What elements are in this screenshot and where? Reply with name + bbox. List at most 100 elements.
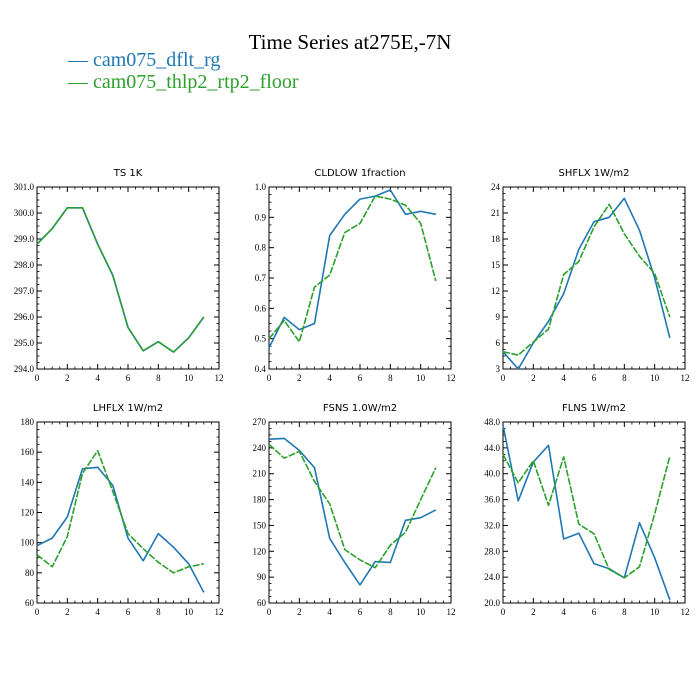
x-tick-label: 8 xyxy=(622,373,627,383)
y-tick-label: 0.4 xyxy=(255,364,267,374)
x-tick-label: 8 xyxy=(622,607,627,617)
x-tick-label: 2 xyxy=(65,373,70,383)
plot-frame xyxy=(36,186,220,370)
x-tick-label: 0 xyxy=(35,373,40,383)
legend-swatch: — xyxy=(68,71,93,93)
x-tick-label: 8 xyxy=(156,607,161,617)
y-tick-label: 300.0 xyxy=(14,208,35,218)
y-tick-label: 12 xyxy=(491,286,500,296)
y-tick-label: 180 xyxy=(253,495,267,505)
x-tick-label: 8 xyxy=(156,373,161,383)
chart-title: SHFLX 1W/m2 xyxy=(559,168,630,179)
y-tick-label: 24 xyxy=(491,182,501,192)
x-tick-label: 2 xyxy=(65,607,70,617)
y-tick-label: 100 xyxy=(21,538,35,548)
x-tick-label: 12 xyxy=(215,607,224,617)
y-tick-label: 210 xyxy=(253,469,267,479)
y-tick-label: 0.9 xyxy=(255,212,267,222)
chart-panel-3: LHFLX 1W/m2 0 2 4 6 8 10 12 60 80 100 120 140 160 180 xyxy=(21,403,224,617)
y-tick-label: 240 xyxy=(253,443,267,453)
plot-frame xyxy=(502,421,686,604)
legend-swatch: — xyxy=(68,49,93,71)
y-tick-label: 3 xyxy=(496,364,501,374)
y-tick-label: 297.0 xyxy=(14,286,35,296)
legend-entry-0: — cam075_dflt_rg xyxy=(68,49,220,72)
series-line-0 xyxy=(268,189,436,349)
y-tick-label: 21 xyxy=(491,208,500,218)
x-tick-label: 6 xyxy=(126,607,131,617)
x-tick-label: 2 xyxy=(531,373,536,383)
x-tick-label: 0 xyxy=(501,373,506,383)
x-tick-label: 0 xyxy=(267,607,272,617)
y-tick-label: 28.0 xyxy=(484,546,500,556)
plot-frame xyxy=(36,421,220,604)
x-tick-label: 2 xyxy=(297,607,302,617)
y-tick-label: 150 xyxy=(253,520,267,530)
x-tick-label: 10 xyxy=(184,373,194,383)
x-tick-label: 0 xyxy=(267,373,272,383)
y-tick-label: 60 xyxy=(25,598,35,608)
x-tick-label: 4 xyxy=(327,607,332,617)
y-tick-label: 15 xyxy=(491,260,501,270)
y-tick-label: 20.0 xyxy=(484,598,500,608)
x-tick-label: 12 xyxy=(447,607,456,617)
x-tick-label: 4 xyxy=(327,373,332,383)
y-tick-label: 80 xyxy=(25,568,35,578)
x-tick-label: 6 xyxy=(592,607,597,617)
y-tick-label: 24.0 xyxy=(484,572,500,582)
legend-label-1: cam075_thlp2_rtp2_floor xyxy=(93,71,299,93)
y-tick-label: 44.0 xyxy=(484,443,500,453)
plot-frame xyxy=(268,186,452,370)
y-tick-label: 90 xyxy=(257,572,267,582)
y-tick-label: 18 xyxy=(491,234,501,244)
x-tick-label: 2 xyxy=(531,607,536,617)
series-line-1 xyxy=(502,203,671,356)
y-tick-label: 0.7 xyxy=(255,273,267,283)
x-tick-label: 6 xyxy=(358,373,363,383)
x-tick-label: 4 xyxy=(561,373,566,383)
y-tick-label: 48.0 xyxy=(484,417,500,427)
y-tick-label: 140 xyxy=(21,477,35,487)
x-tick-label: 12 xyxy=(681,607,690,617)
y-tick-label: 270 xyxy=(253,417,267,427)
x-tick-label: 12 xyxy=(215,373,224,383)
y-tick-label: 60 xyxy=(257,598,267,608)
chart-title: LHFLX 1W/m2 xyxy=(93,403,163,414)
plot-frame xyxy=(268,421,452,604)
chart-title: FSNS 1.0W/m2 xyxy=(323,403,397,414)
y-tick-label: 40.0 xyxy=(484,469,500,479)
y-tick-label: 0.8 xyxy=(255,243,267,253)
series-line-0 xyxy=(502,425,671,601)
chart-panel-4: FSNS 1.0W/m2 0 2 4 6 8 10 12 60 90 120 150 180 210 240… xyxy=(253,403,456,617)
series-line-0 xyxy=(36,466,205,593)
x-tick-label: 10 xyxy=(416,373,426,383)
series-line-0 xyxy=(268,437,437,586)
page-title: Time Series at275E,-7N xyxy=(248,30,452,54)
series-line-1 xyxy=(268,195,437,343)
series-line-0 xyxy=(36,207,205,353)
y-tick-label: 120 xyxy=(21,508,35,518)
chart-title: CLDLOW 1fraction xyxy=(314,168,405,179)
x-tick-label: 0 xyxy=(35,607,40,617)
y-tick-label: 6 xyxy=(496,338,501,348)
chart-panel-5: FLNS 1W/m2 0 2 4 6 8 10 12 20.0 24.0 28.0 32.0 36.0 4… xyxy=(484,403,689,617)
chart-panel-0: TS 1K 0 2 4 6 8 10 12 294.0 295.0 296.0 297.0 298.0 2… xyxy=(14,168,224,383)
series-line-1 xyxy=(502,453,671,579)
x-tick-label: 10 xyxy=(650,373,660,383)
y-tick-label: 32.0 xyxy=(484,520,500,530)
x-tick-label: 6 xyxy=(592,373,597,383)
y-tick-label: 295.0 xyxy=(14,338,35,348)
y-tick-label: 9 xyxy=(496,312,501,322)
plot-frame xyxy=(502,186,686,370)
legend-entry-1: — cam075_thlp2_rtp2_floor xyxy=(68,71,299,94)
y-tick-label: 301.0 xyxy=(14,182,35,192)
legend-label-0: cam075_dflt_rg xyxy=(93,49,221,71)
series-line-0 xyxy=(502,197,671,370)
y-tick-label: 299.0 xyxy=(14,234,35,244)
y-tick-label: 120 xyxy=(253,546,267,556)
y-tick-label: 0.5 xyxy=(255,334,267,344)
x-tick-label: 0 xyxy=(501,607,506,617)
series-line-1 xyxy=(268,443,437,569)
chart-title: FLNS 1W/m2 xyxy=(562,403,626,414)
